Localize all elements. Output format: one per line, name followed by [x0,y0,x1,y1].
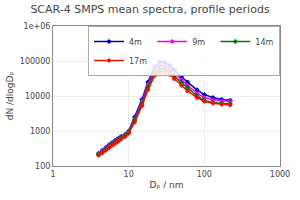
svg-text:100000: 100000 [20,57,51,66]
svg-text:9m: 9m [192,38,205,47]
svg-text:100: 100 [197,170,212,179]
svg-text:100: 100 [35,162,50,171]
svg-text:17m: 17m [129,57,147,66]
svg-text:SCAR-4 SMPS mean spectra, prof: SCAR-4 SMPS mean spectra, profile period… [30,3,270,16]
svg-text:1000: 1000 [270,170,290,179]
svg-text:1e+06: 1e+06 [23,22,50,31]
svg-text:10: 10 [124,170,134,179]
svg-text:1000: 1000 [30,127,50,136]
svg-text:14m: 14m [255,38,273,47]
svg-text:10000: 10000 [25,92,50,101]
svg-text:1: 1 [50,170,55,179]
svg-text:4m: 4m [129,38,142,47]
svg-text:dN /dlogDₚ: dN /dlogDₚ [5,72,15,121]
svg-text:Dₚ / nm: Dₚ / nm [149,180,183,190]
